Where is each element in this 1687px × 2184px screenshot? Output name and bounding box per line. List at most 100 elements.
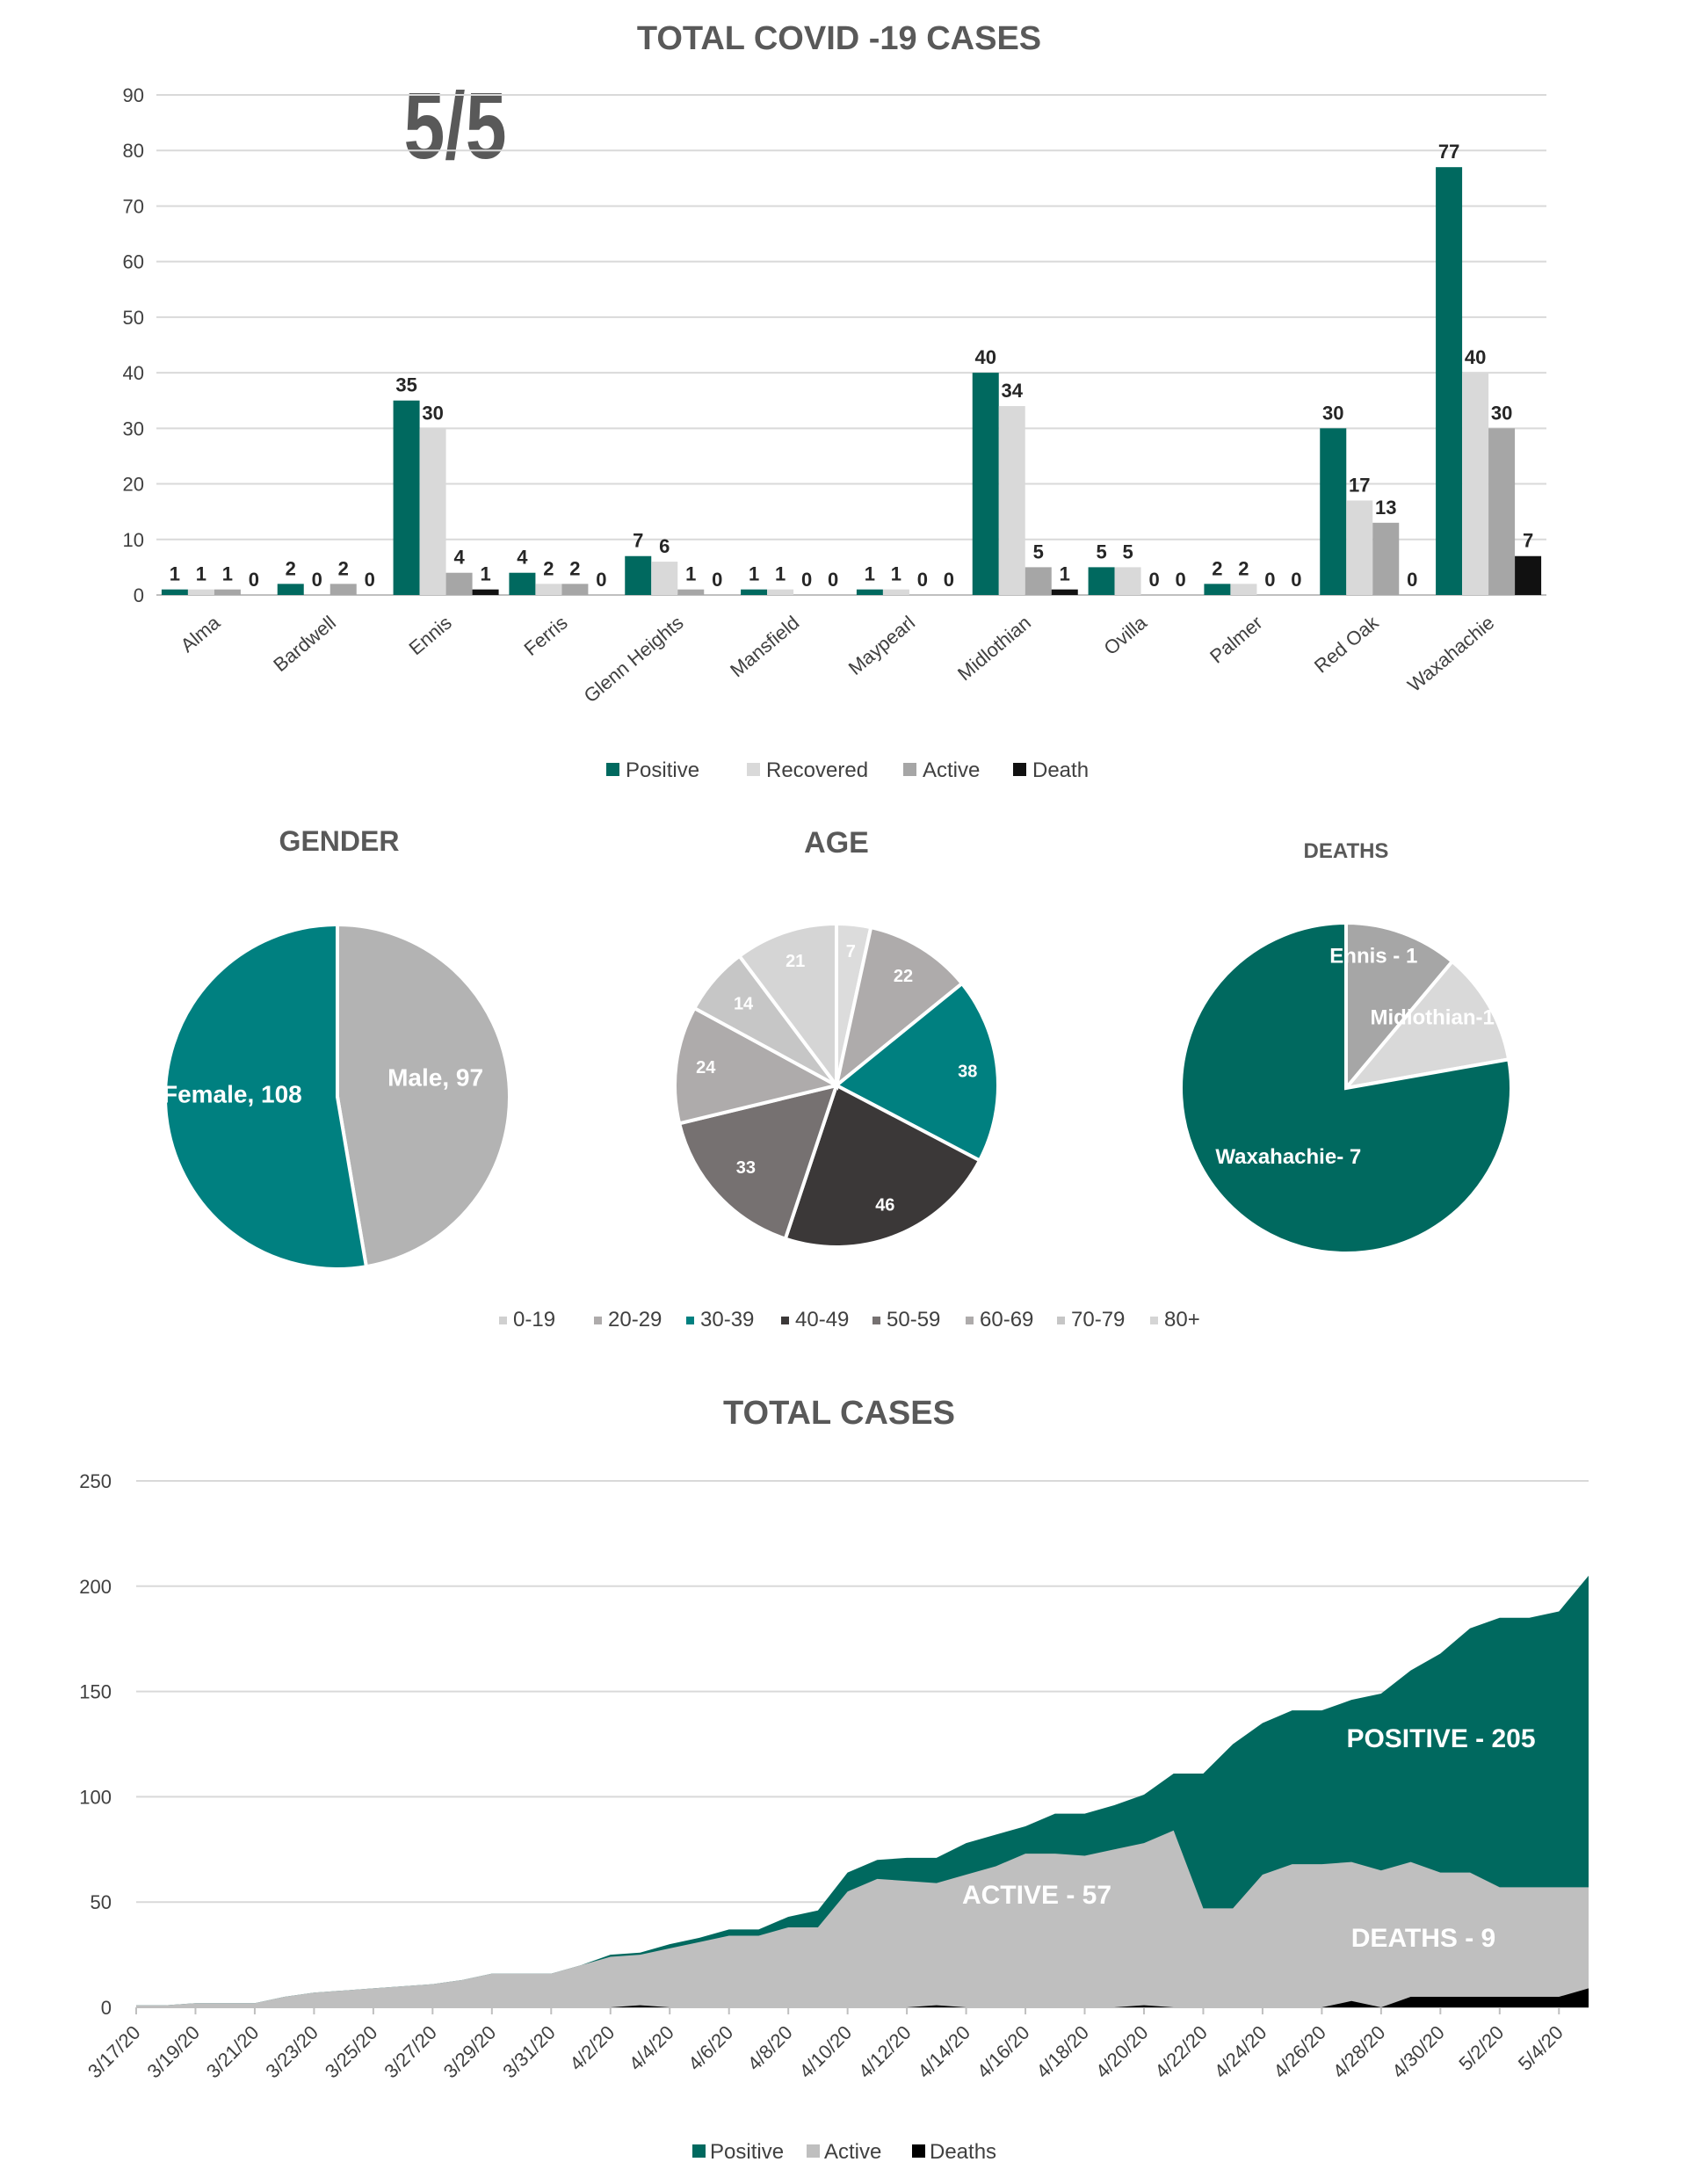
bar-x-tick-label: Bardwell [269,612,340,676]
bar-data-label: 34 [1002,380,1024,402]
area-legend-swatch-deaths [912,2144,925,2158]
bar-data-label: 0 [365,569,375,591]
bar-data-label: 7 [633,530,643,552]
bar-data-label: 0 [1264,569,1275,591]
age-legend-swatch [872,1317,880,1324]
bar-data-label: 30 [1322,402,1343,424]
area-x-tick-label: 4/22/20 [1150,2021,1212,2083]
area-y-tick-label: 100 [79,1786,112,1808]
bar-positive [625,555,652,595]
bar-x-tick-label: Maypearl [844,612,919,679]
bar-data-label: 2 [1212,557,1222,579]
age-legend-swatch [1150,1317,1158,1324]
bar-y-tick-label: 0 [134,584,144,606]
bar-data-label: 2 [338,557,349,579]
legend-swatch-positive [606,763,619,776]
deaths-slice [1179,920,1513,1255]
area-legend-swatch-positive [692,2144,706,2158]
age-legend-swatch [686,1317,694,1324]
area-x-tick-label: 4/20/20 [1091,2021,1153,2083]
bar-positive [1320,428,1347,595]
bar-y-tick-label: 70 [123,195,144,217]
bar-data-label: 35 [395,374,416,396]
area-legend-label-deaths: Deaths [930,2140,996,2164]
area-x-tick-label: 4/2/20 [565,2021,619,2075]
bar-x-tick-label: Mansfield [726,612,803,682]
area-x-tick-label: 4/12/20 [854,2021,916,2083]
gender-pie-chart: GENDER Male, 97 Female, 108 [163,825,511,1271]
bar-y-tick-label: 30 [123,417,144,439]
age-slice-label: 24 [696,1058,716,1077]
age-slice-label: 14 [734,995,754,1014]
area-x-tick-label: 3/21/20 [202,2021,264,2083]
age-legend-swatch [499,1317,507,1324]
bar-active [677,589,705,595]
bar-x-tick-label: Alma [177,611,225,657]
bar-data-label: 1 [865,563,875,585]
bar-positive [1204,584,1231,595]
bar-x-tick-label: Palmer [1206,612,1266,668]
area-x-tick-label: 5/2/20 [1454,2021,1508,2075]
deaths-pie-chart: DEATHS Ennis - 1 Midlothian-1 Waxahachie- … [1179,839,1513,1255]
bar-active [1488,428,1516,595]
bar-data-label: 0 [249,569,259,591]
bar-recovered [1114,567,1141,595]
bar-data-label: 7 [1523,530,1533,552]
gender-slice-label: Female, 108 [163,1081,302,1108]
bar-data-label: 1 [749,563,759,585]
gender-slice [163,922,369,1271]
bar-x-tick-label: Waxahachie [1403,612,1498,696]
age-slice-label: 46 [875,1196,894,1215]
area-x-tick-label: 3/31/20 [498,2021,560,2083]
bar-active [1025,567,1052,595]
bar-recovered [1462,373,1489,595]
bar-positive [393,400,420,595]
age-slice [677,1083,840,1242]
area-x-tick-label: 5/4/20 [1514,2021,1568,2075]
area-x-tick-label: 4/18/20 [1032,2021,1093,2083]
bar-x-tick-label: Ovilla [1100,611,1152,659]
bar-y-tick-label: 40 [123,362,144,384]
area-y-tick-label: 0 [101,1997,112,2019]
age-slice-label: 7 [846,942,856,961]
area-y-tick-label: 50 [91,1891,112,1913]
gender-slice [336,922,511,1269]
area-x-tick-label: 3/17/20 [83,2021,145,2083]
area-legend-label-active: Active [824,2140,881,2164]
area-x-tick-label: 3/27/20 [380,2021,441,2083]
deaths-slice-label: Midlothian-1 [1371,1005,1495,1029]
area-x-tick-label: 4/28/20 [1329,2021,1390,2083]
bar-recovered [651,562,678,595]
bar-x-tick-label: Red Oak [1310,611,1383,678]
bar-recovered [1230,584,1257,595]
age-pie-title: AGE [804,826,869,860]
area-y-tick-label: 150 [79,1681,112,1703]
bar-data-label: 0 [944,569,954,591]
bar-data-label: 0 [801,569,812,591]
bar-positive [1088,567,1115,595]
bar-recovered [998,406,1025,595]
bar-positive [972,373,999,595]
bar-death [1515,555,1542,595]
bar-data-label: 0 [828,569,838,591]
area-chart: TOTAL CASES 0 50 100 150 200 250 POSITIVE - 2… [79,1395,1589,2164]
bar-recovered [767,589,794,595]
area-x-tick-label: 3/25/20 [321,2021,382,2083]
bar-x-tick-label: Ferris [519,612,571,660]
age-slice-label: 33 [736,1158,756,1178]
area-positive [136,1575,1589,2007]
bar-y-tick-label: 20 [123,474,144,496]
area-x-tick-label: 3/29/20 [439,2021,501,2083]
bar-x-tick-label: Midlothian [953,612,1035,686]
bar-recovered [187,589,214,595]
bar-death [1051,589,1078,595]
area-x-tick-label: 4/24/20 [1210,2021,1271,2083]
bar-active [445,572,473,595]
bar-x-tick-label: Ennis [405,612,456,660]
age-slice [736,921,838,1091]
gender-pie-title: GENDER [279,825,400,857]
area-x-tick-label: 4/16/20 [973,2021,1034,2083]
area-x-tick-label: 3/23/20 [261,2021,322,2083]
area-annotation: POSITIVE - 205 [1346,1724,1535,1753]
bar-y-tick-label: 10 [123,529,144,551]
